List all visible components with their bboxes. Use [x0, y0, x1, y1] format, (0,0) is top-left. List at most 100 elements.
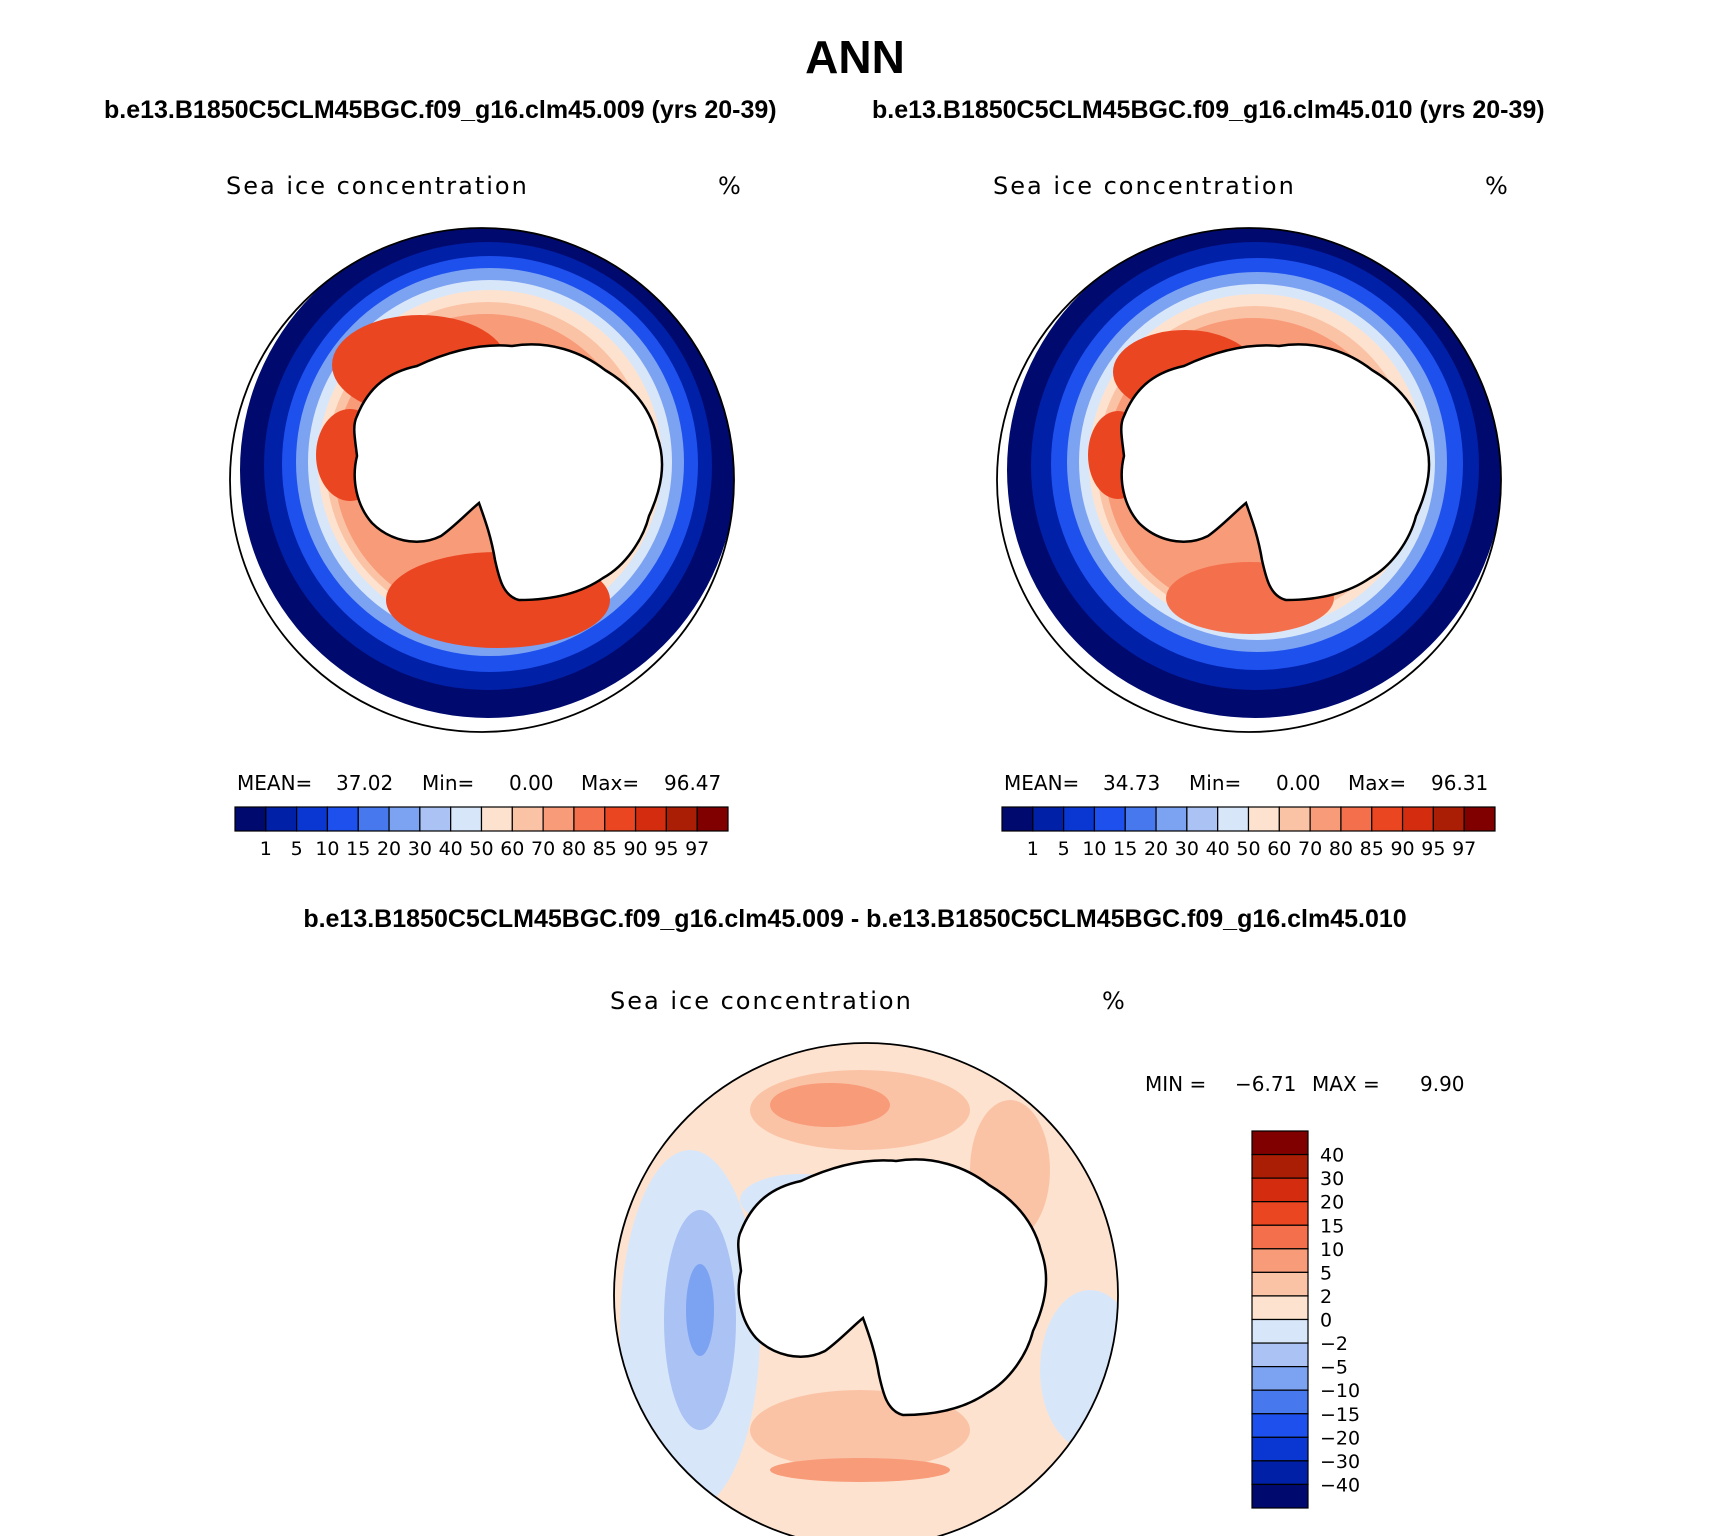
colorbar3-swatch	[1251, 1153, 1309, 1179]
colorbar3-swatch	[1251, 1436, 1309, 1462]
colorbar1-swatch	[665, 806, 698, 832]
panel2-mean-label: MEAN=	[1004, 771, 1080, 795]
colorbar2-swatch	[1186, 806, 1219, 832]
colorbar2-tick-label: 95	[1421, 838, 1445, 860]
colorbar2-swatch	[1063, 806, 1096, 832]
colorbar2-swatch	[1278, 806, 1311, 832]
colorbar3-tick-label: 0	[1320, 1310, 1332, 1332]
colorbar1-swatch	[450, 806, 483, 832]
colorbar3-swatch	[1251, 1366, 1309, 1391]
colorbar2-swatch	[1340, 806, 1373, 832]
colorbar3-tick-label: 5	[1320, 1262, 1332, 1284]
colorbar1-swatch	[542, 806, 575, 832]
colorbar3-swatch	[1251, 1389, 1309, 1415]
panel3-units-label: %	[1102, 987, 1127, 1015]
colorbar2-tick-label: 5	[1058, 838, 1070, 860]
panel2-max-label: Max=	[1348, 771, 1407, 795]
colorbar2-tick-label: 20	[1144, 838, 1168, 860]
colorbar2-tick-label: 60	[1267, 838, 1291, 860]
panel2-min-label: Min=	[1189, 771, 1242, 795]
panel3-min-label: MIN =	[1145, 1072, 1207, 1096]
colorbar3-swatch	[1251, 1177, 1309, 1203]
colorbar3-swatch	[1251, 1271, 1309, 1297]
colorbar3-tick-label: −40	[1320, 1474, 1360, 1496]
colorbar1-tick-label: 70	[531, 838, 555, 860]
panel2-sea-ice-field	[997, 228, 1501, 732]
colorbar2-tick-label: 30	[1175, 838, 1199, 860]
map-panel-2	[996, 227, 1502, 733]
colorbar2-swatch	[1032, 806, 1065, 832]
colorbar1-swatch	[326, 806, 359, 832]
colorbar1-tick-label: 90	[623, 838, 647, 860]
panel1-max-value: 96.47	[664, 771, 722, 795]
colorbar1-swatch	[511, 806, 544, 832]
colorbar3-swatch	[1251, 1130, 1309, 1156]
panel1-units-label: %	[718, 172, 743, 200]
colorbar1-tick-label: 1	[260, 838, 272, 860]
colorbar2-tick-label: 90	[1390, 838, 1414, 860]
colorbar1-tick-label: 30	[408, 838, 432, 860]
colorbar2-swatch	[1217, 806, 1250, 832]
colorbar2-swatch	[1155, 806, 1188, 832]
panel2-max-value: 96.31	[1431, 771, 1489, 795]
colorbar3-swatch	[1251, 1224, 1309, 1250]
colorbar3-tick-label: 2	[1320, 1286, 1332, 1308]
panel2-mean-value: 34.73	[1103, 771, 1161, 795]
colorbar3-tick-label: −10	[1320, 1380, 1360, 1402]
colorbar3-tick-label: 15	[1320, 1215, 1344, 1237]
colorbar1-swatch	[234, 806, 267, 832]
colorbar2-swatch	[1247, 806, 1280, 832]
panel1-mean-value: 37.02	[336, 771, 394, 795]
colorbar2-tick-label: 80	[1329, 838, 1353, 860]
colorbar1-swatch	[480, 806, 513, 832]
panel3-variable-label: Sea ice concentration	[610, 987, 913, 1015]
colorbar3-swatch	[1251, 1295, 1309, 1321]
colorbar2-swatch	[1463, 806, 1496, 832]
colorbar1-tick-label: 10	[315, 838, 339, 860]
panel1-min-value: 0.00	[509, 771, 554, 795]
panel3-difference-field	[614, 1043, 1118, 1536]
colorbar2-tick-label: 50	[1236, 838, 1260, 860]
panel2-variable-label: Sea ice concentration	[993, 172, 1296, 200]
colorbar1-tick-label: 95	[654, 838, 678, 860]
colorbar3-swatch	[1251, 1201, 1309, 1226]
panel3-min-value: −6.71	[1235, 1072, 1297, 1096]
colorbar2-swatch	[1124, 806, 1157, 832]
colorbar3-swatch	[1251, 1483, 1309, 1509]
colorbar3-tick-label: 30	[1320, 1168, 1344, 1190]
colorbar-panel-2: 1 5 10 15 20 30 40 50 60 70 80 85 90 95 97	[1001, 806, 1496, 860]
colorbar1-swatch	[696, 806, 729, 832]
map-panel-difference	[613, 1042, 1119, 1536]
colorbar3-tick-label: −5	[1320, 1357, 1348, 1379]
colorbar3-tick-label: −20	[1320, 1427, 1360, 1449]
colorbar1-tick-label: 60	[500, 838, 524, 860]
colorbar1-tick-label: 20	[377, 838, 401, 860]
case1-title: b.e13.B1850C5CLM45BGC.f09_g16.clm45.009 …	[104, 96, 777, 124]
colorbar2-tick-label: 97	[1452, 838, 1476, 860]
colorbar2-swatch	[1093, 806, 1126, 832]
colorbar1-swatch	[265, 806, 298, 832]
colorbar1-tick-label: 50	[469, 838, 493, 860]
colorbar1-swatch	[573, 806, 606, 832]
colorbar3-tick-label: −2	[1320, 1333, 1348, 1355]
panel1-sea-ice-field	[230, 228, 734, 732]
colorbar2-swatch	[1371, 806, 1404, 832]
colorbar3-swatch	[1251, 1413, 1309, 1438]
colorbar1-tick-label: 85	[593, 838, 617, 860]
case2-title: b.e13.B1850C5CLM45BGC.f09_g16.clm45.010 …	[872, 96, 1545, 124]
colorbar1-tick-label: 40	[439, 838, 463, 860]
colorbar-panel-1: 1 5 10 15 20 30 40 50 60 70 80 85 90 95 97	[234, 806, 729, 860]
panel1-max-label: Max=	[581, 771, 640, 795]
colorbar2-swatch	[1401, 806, 1434, 832]
colorbar2-tick-label: 40	[1206, 838, 1230, 860]
colorbar3-swatch	[1251, 1318, 1309, 1344]
colorbar1-tick-label: 5	[291, 838, 303, 860]
colorbar2-tick-label: 85	[1360, 838, 1384, 860]
colorbar3-tick-label: 40	[1320, 1145, 1344, 1167]
difference-title: b.e13.B1850C5CLM45BGC.f09_g16.clm45.009 …	[303, 905, 1407, 933]
colorbar1-tick-label: 97	[685, 838, 709, 860]
panel1-mean-label: MEAN=	[237, 771, 313, 795]
colorbar3-swatch	[1251, 1460, 1309, 1486]
